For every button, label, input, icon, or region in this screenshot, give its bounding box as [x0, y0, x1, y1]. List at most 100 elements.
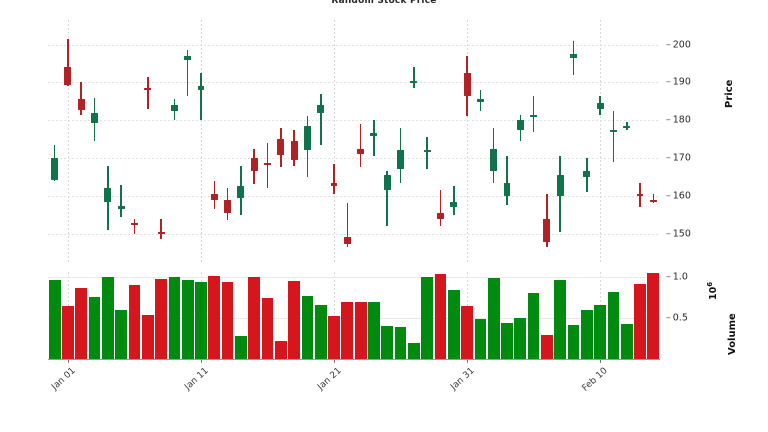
date-tick-label: Jan 11: [183, 366, 211, 393]
price-tick-label: –150: [666, 228, 691, 240]
volume-bar: [354, 301, 367, 359]
volume-bar: [235, 336, 247, 359]
volume-axis-exponent: 106: [706, 281, 720, 300]
candlestick: [48, 20, 660, 262]
volume-bar: [554, 280, 567, 359]
candlestick: [48, 20, 660, 262]
candle-body: [131, 223, 138, 226]
candlestick: [48, 20, 660, 262]
price-gridline: [48, 82, 660, 84]
volume-bar: [115, 309, 128, 359]
volume-bar: [394, 327, 407, 359]
candlestick: [48, 20, 660, 262]
candlestick: [48, 20, 660, 262]
candle-body: [357, 148, 365, 155]
candle-body: [317, 105, 325, 113]
volume-panel: [48, 272, 660, 359]
date-gridline: [600, 20, 602, 262]
candlestick: [48, 20, 660, 262]
volume-bar: [274, 340, 287, 359]
date-gridline: [67, 20, 69, 262]
candle-wick: [200, 72, 202, 121]
candlestick: [48, 20, 660, 262]
price-gridline: [48, 195, 660, 197]
volume-bar: [48, 280, 61, 359]
candle-wick: [413, 67, 415, 89]
candle-body: [250, 158, 258, 172]
candle-wick: [426, 137, 428, 170]
candle-wick: [186, 50, 189, 96]
candle-wick: [333, 163, 335, 194]
volume-bar: [594, 304, 606, 359]
candlestick: [48, 20, 660, 262]
volume-bar: [314, 304, 327, 359]
price-tick-label: –180: [666, 114, 691, 126]
candle-wick: [80, 82, 83, 115]
candlestick: [48, 20, 660, 262]
candle-body: [556, 175, 564, 196]
date-tick-mark: [67, 360, 69, 363]
candlestick: [48, 20, 660, 262]
candlestick: [48, 20, 660, 262]
candlestick: [48, 20, 660, 262]
date-tick-mark: [600, 360, 602, 363]
candle-body: [237, 186, 245, 198]
candlestick: [48, 20, 660, 262]
volume-bar: [381, 326, 394, 359]
volume-bar: [607, 291, 620, 359]
candlestick: [48, 20, 660, 262]
volume-bar: [288, 281, 300, 359]
volume-bar: [168, 276, 181, 359]
volume-bar: [474, 318, 487, 359]
volume-bar: [261, 298, 274, 359]
candle-body: [636, 193, 644, 197]
candle-wick: [439, 190, 442, 227]
candle-body: [197, 86, 205, 90]
candlestick: [48, 20, 660, 262]
candle-wick: [612, 110, 615, 162]
candlestick: [48, 20, 660, 262]
candle-body: [303, 125, 311, 151]
candlestick: [48, 20, 660, 262]
volume-bar: [567, 324, 580, 359]
price-gridline: [48, 120, 660, 122]
candle-wick: [373, 120, 375, 157]
price-panel: [48, 20, 660, 262]
price-tick-label: –190: [666, 76, 691, 88]
candlestick: [48, 20, 660, 262]
volume-bar: [514, 317, 527, 359]
price-tick-label: –160: [666, 190, 691, 202]
candle-wick: [133, 219, 136, 234]
volume-tick-label: –0.5: [666, 312, 688, 324]
volume-bar: [88, 296, 101, 359]
candle-body: [623, 125, 631, 129]
candle-body: [144, 88, 152, 91]
price-axis-label: Price: [724, 79, 735, 108]
candle-body: [490, 148, 498, 172]
candlestick: [48, 20, 660, 262]
candle-body: [343, 237, 351, 245]
candle-body: [330, 183, 338, 186]
candlestick: [48, 20, 660, 262]
candle-wick: [67, 38, 69, 87]
date-tick-label: Jan 21: [316, 366, 344, 393]
candle-wick: [319, 93, 322, 145]
candle-body: [290, 141, 298, 160]
volume-bar: [421, 276, 434, 359]
candlestick: [48, 20, 660, 262]
candle-body: [649, 199, 657, 202]
candle-body: [463, 72, 471, 96]
candle-body: [476, 99, 484, 102]
candlestick: [48, 20, 660, 262]
volume-bar: [102, 276, 114, 359]
candle-body: [570, 54, 577, 58]
candle-body: [397, 150, 404, 170]
volume-baseline: [48, 359, 660, 360]
volume-bar: [195, 281, 207, 359]
candle-body: [117, 206, 125, 209]
date-tick-label: Feb 10: [580, 366, 610, 394]
candlestick: [48, 20, 660, 262]
volume-bar: [620, 323, 633, 359]
candle-body: [543, 218, 551, 242]
